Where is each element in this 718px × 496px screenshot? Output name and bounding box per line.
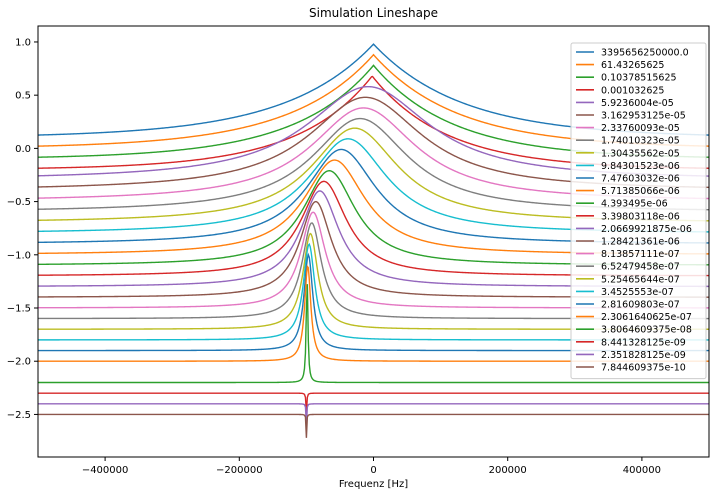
y-axis-ticks: 1.0 0.5 0.0 −0.5 −1.0 −1.5 −2.0 −2.5	[7, 37, 38, 421]
y-tick-label: −1.0	[7, 250, 31, 261]
legend-label: 3.39803118e-06	[601, 211, 680, 222]
x-axis-ticks: −400000 −200000 0 200000 400000	[82, 457, 661, 476]
legend-label: 3.8064609375e-08	[601, 325, 692, 336]
legend-label: 7.844609375e-10	[601, 363, 686, 374]
legend-label: 8.441328125e-09	[601, 337, 686, 348]
y-tick-label: −2.5	[7, 410, 31, 421]
legend-label: 61.43265625	[601, 60, 664, 71]
legend: 3395656250000.061.43265625 0.103785156250…	[570, 42, 707, 380]
y-tick-label: 1.0	[15, 37, 31, 48]
legend-label: 1.74010323e-05	[601, 136, 680, 147]
y-tick-label: −1.5	[7, 304, 31, 315]
legend-label: 3.4525553e-07	[601, 287, 674, 298]
legend-label: 2.351828125e-09	[601, 350, 686, 361]
legend-label: 2.3061640625e-07	[601, 312, 692, 323]
legend-label: 2.81609803e-07	[601, 300, 680, 311]
legend-label: 0.10378515625	[601, 73, 677, 84]
y-tick-label: −0.5	[7, 197, 31, 208]
y-tick-label: 0.0	[15, 144, 31, 155]
x-tick-label: 400000	[623, 465, 661, 476]
x-tick-label: 200000	[489, 465, 527, 476]
legend-label: 5.9236004e-05	[601, 98, 674, 109]
legend-label: 1.28421361e-06	[601, 237, 680, 248]
legend-label: 9.84301523e-06	[601, 161, 680, 172]
legend-label: 6.52479458e-07	[601, 262, 680, 273]
series-line-23	[38, 284, 709, 384]
legend-label: 5.71385066e-06	[601, 186, 680, 197]
y-tick-label: 0.5	[15, 91, 31, 102]
x-tick-label: −400000	[82, 465, 129, 476]
legend-label: 0.001032625	[601, 85, 664, 96]
legend-label: 7.47603032e-06	[601, 174, 680, 185]
series-line-24	[38, 392, 709, 413]
series-line-25	[38, 403, 709, 426]
x-axis-label: Frequenz [Hz]	[339, 479, 408, 490]
legend-label: 5.25465644e-07	[601, 274, 680, 285]
legend-label: 4.393495e-06	[601, 199, 668, 210]
y-tick-label: −2.0	[7, 357, 31, 368]
legend-label: 3.162953125e-05	[601, 111, 686, 122]
legend-label: 8.13857111e-07	[601, 249, 680, 260]
legend-label: 3395656250000.0	[601, 48, 689, 59]
legend-box	[570, 42, 707, 380]
x-tick-label: −200000	[216, 465, 263, 476]
x-tick-label: 0	[370, 465, 376, 476]
series-line-26	[38, 413, 709, 438]
legend-label: 2.0669921875e-06	[601, 224, 692, 235]
legend-label: 2.33760093e-05	[601, 123, 680, 134]
legend-label: 1.30435562e-05	[601, 148, 680, 159]
chart-title: Simulation Lineshape	[309, 6, 438, 20]
